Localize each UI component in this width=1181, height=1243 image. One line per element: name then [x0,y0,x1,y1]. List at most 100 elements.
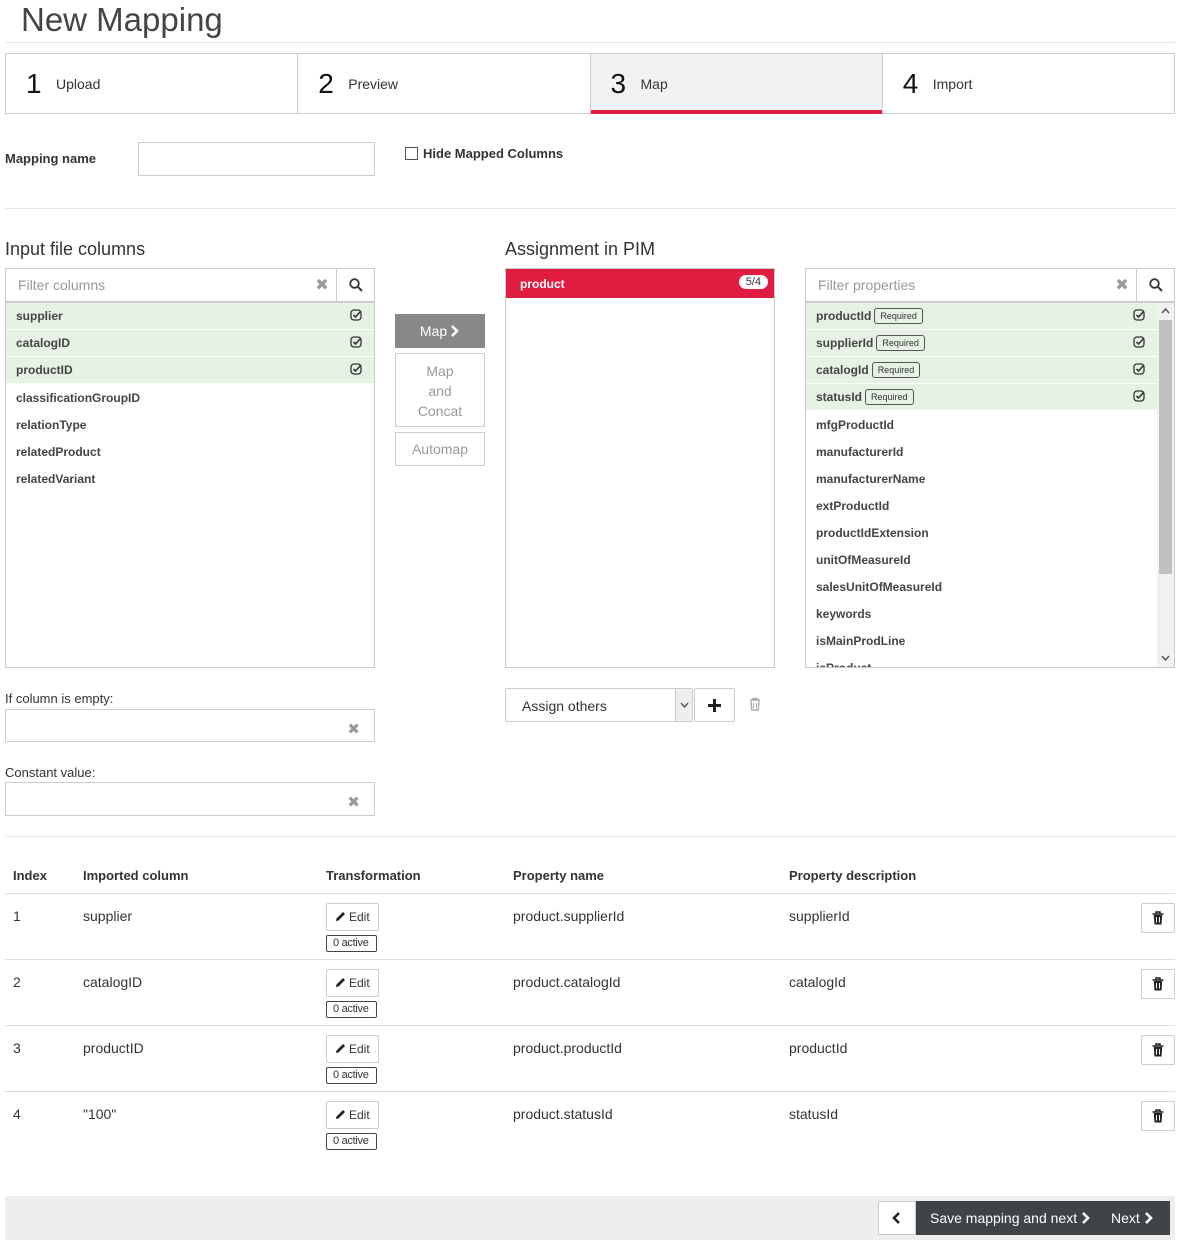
list-item[interactable]: extProductId [806,492,1157,519]
hide-mapped-checkbox[interactable] [405,147,418,160]
list-item[interactable]: mfgProductId [806,411,1157,438]
list-item[interactable]: catalogID [6,330,374,357]
input-columns-heading: Input file columns [5,239,146,259]
filter-properties-input[interactable]: Filter properties [818,277,916,293]
search-button[interactable] [336,269,374,301]
check-icon [350,309,362,321]
list-item-label: extProductId [816,498,890,513]
step-import[interactable]: 4 Import [883,54,1174,113]
list-item[interactable]: isProduct [806,654,1157,668]
search-button[interactable] [1136,269,1174,301]
assignment-entity[interactable]: product 5/4 [506,269,774,298]
row-property-name: product.supplierId [513,907,625,924]
table-row: 3 productID Edit 0 active product.productId p… [5,1025,1175,1091]
plus-icon [708,698,721,712]
mapping-name-input[interactable] [138,142,375,176]
map-and-concat-line1: Map [426,363,454,379]
edit-button[interactable]: Edit [326,1100,379,1129]
step-number: 1 [26,67,42,99]
list-item-label: isMainProdLine [816,633,906,648]
trash-icon [1152,910,1164,924]
select-arrow[interactable] [675,689,692,721]
edit-button[interactable]: Edit [326,902,379,931]
check-icon [1133,390,1145,402]
assign-others-value: Assign others [522,698,607,714]
page-title: New Mapping [21,1,223,38]
filter-columns-input[interactable]: Filter columns [18,277,106,293]
list-item[interactable]: manufacturerId [806,438,1157,465]
chevron-right-icon [1082,1212,1090,1224]
active-count-badge: 0 active [326,1000,377,1018]
list-item[interactable]: supplierId Required [806,330,1157,357]
save-mapping-next-button[interactable]: Save mapping and next [930,1210,1091,1226]
mapping-count-badge: 5/4 [738,275,768,289]
clear-icon[interactable]: ✖ [1115,277,1129,294]
map-and-concat-button[interactable]: Map and Concat [395,353,485,427]
list-item-label: manufacturerName [816,471,926,486]
step-upload[interactable]: 1 Upload [6,54,299,113]
back-button[interactable] [878,1201,916,1235]
step-label: Upload [56,75,101,92]
pencil-icon [336,1110,345,1119]
active-count-badge: 0 active [326,934,377,952]
list-item[interactable]: supplier [6,303,374,330]
delete-row-button[interactable] [1141,1100,1175,1131]
list-item[interactable]: salesUnitOfMeasureId [806,573,1157,600]
list-item[interactable]: keywords [806,600,1157,627]
step-number: 2 [318,67,334,99]
assign-others-select[interactable]: Assign others [505,688,693,722]
edit-button[interactable]: Edit [326,1034,379,1063]
row-property-name: product.productId [513,1039,622,1056]
chevron-down-icon [680,702,689,708]
list-item-label: isProduct [816,661,871,668]
step-preview[interactable]: 2 Preview [298,54,591,113]
properties-scrollbar[interactable] [1157,303,1174,667]
constant-input[interactable]: ✖ [5,782,375,816]
table-row: 1 supplier Edit 0 active product.supplierId s… [5,893,1175,959]
active-count-badge: 0 active [326,1132,377,1150]
list-item[interactable]: productId Required [806,303,1157,330]
list-item[interactable]: catalogId Required [806,357,1157,384]
clear-icon[interactable]: ✖ [347,794,360,811]
filter-columns: Filter columns ✖ [5,268,375,302]
trash-icon [1152,1042,1164,1056]
row-property-description: productId [789,1039,848,1056]
trash-icon[interactable] [749,697,761,711]
title-divider [5,42,1175,43]
list-item-label: salesUnitOfMeasureId [816,579,943,594]
list-item[interactable]: classificationGroupID [6,384,374,411]
list-item[interactable]: relationType [6,411,374,438]
list-item[interactable]: relatedVariant [6,465,374,492]
list-item[interactable]: relatedProduct [6,438,374,465]
clear-icon[interactable]: ✖ [347,721,360,738]
delete-row-button[interactable] [1141,902,1175,933]
list-item-label: relatedVariant [16,471,96,486]
list-item-label: supplierId [816,336,874,350]
scrollbar-thumb[interactable] [1159,320,1172,574]
list-item[interactable]: unitOfMeasureId [806,546,1157,573]
step-label: Map [640,75,668,92]
edit-label: Edit [349,1107,370,1122]
check-icon [1133,363,1145,375]
step-map[interactable]: 3 Map [590,54,883,114]
step-label: Import [932,75,973,92]
list-item[interactable]: isMainProdLine [806,627,1157,654]
if-empty-input[interactable]: ✖ [5,709,375,742]
section-divider [5,208,1175,209]
edit-button[interactable]: Edit [326,968,379,997]
assignment-heading: Assignment in PIM [505,239,656,259]
automap-button[interactable]: Automap [395,432,485,466]
list-item-label: productID [16,363,73,377]
add-button[interactable] [694,688,735,722]
delete-row-button[interactable] [1141,968,1175,999]
search-icon [348,278,363,292]
next-button[interactable]: Next [1111,1210,1154,1226]
list-item[interactable]: manufacturerName [806,465,1157,492]
check-icon [1133,309,1145,321]
clear-icon[interactable]: ✖ [315,277,329,294]
list-item[interactable]: productIdExtension [806,519,1157,546]
list-item[interactable]: productID [6,357,374,384]
list-item[interactable]: statusId Required [806,384,1157,411]
map-button[interactable]: Map [395,314,485,348]
delete-row-button[interactable] [1141,1034,1175,1065]
